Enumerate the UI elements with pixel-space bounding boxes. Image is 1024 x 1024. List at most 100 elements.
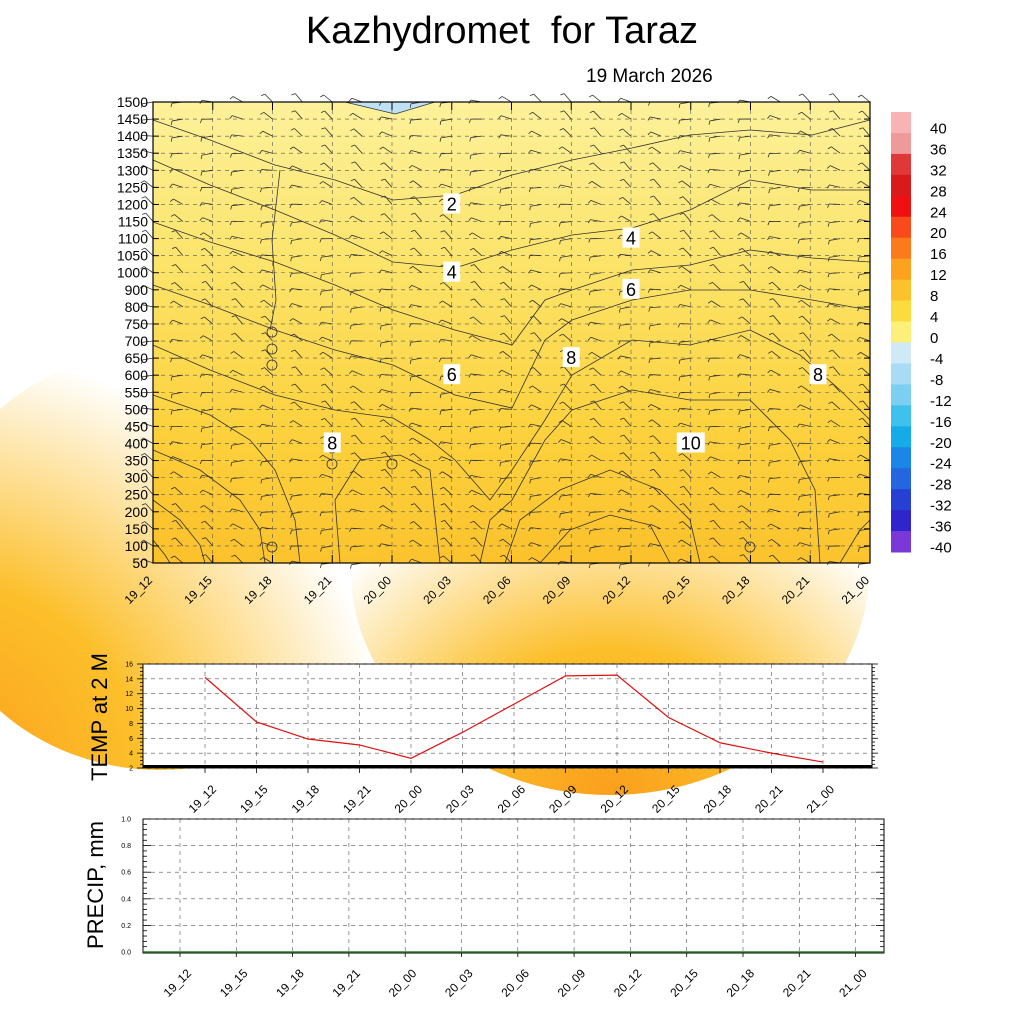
main-y-tick-label: 700 [125,333,149,349]
main-y-tick-label: 600 [125,367,149,383]
main-y-tick-label: 450 [125,418,149,434]
colorbar-swatch [891,342,911,364]
svg-text:8: 8 [566,348,576,368]
colorbar-swatch [891,384,911,406]
svg-text:6: 6 [447,365,457,385]
contour-label: 4 [443,261,461,283]
precip-x-tick-label: 20_12 [611,966,645,1000]
colorbar-label: 8 [930,288,938,305]
precip-x-tick-label: 20_03 [442,966,476,1000]
precip-x-axis: 19_12 19_15 19_18 19_21 20_00 20_03 20_06 20_09… [161,966,870,1000]
main-y-tick-label: 1250 [117,179,148,195]
precip-y-tick-label: 0.6 [121,870,131,877]
main-y-tick-label: 250 [125,487,149,503]
main-y-tick-label: 900 [125,282,149,298]
main-y-tick-label: 1350 [117,145,148,161]
colorbar-label: -36 [930,519,952,536]
main-y-tick-label: 1300 [117,162,148,178]
precip-x-tick-label: 19_15 [217,966,251,1000]
temp-x-tick-label: 19_12 [186,782,220,816]
contour-label: 8 [809,364,827,385]
colorbar-label: -4 [930,351,943,368]
svg-text:4: 4 [626,229,636,249]
colorbar-swatch [891,531,911,553]
main-y-tick-label: 100 [125,538,149,554]
colorbar-label: -28 [930,477,952,494]
precip-x-tick-label: 19_12 [161,966,195,1000]
precip-y-axis: 1.0 0.8 0.6 0.4 0.2 0.0 [121,817,131,957]
temp-y-tick-label: 8 [129,721,133,728]
temp-x-tick-label: 19_18 [289,782,323,816]
colorbar-swatch [891,468,911,490]
colorbar-swatch [891,426,911,448]
main-y-tick-label: 1450 [117,111,148,127]
colorbar-swatch [891,363,911,385]
colorbar-swatch [891,489,911,511]
precip-x-tick-label: 19_18 [273,966,307,1000]
contour-label: 10 [676,432,705,453]
precip-panel-border [142,818,885,954]
main-y-tick-label: 150 [125,521,149,537]
precip-y-tick-label: 0.4 [121,896,131,903]
temp-y-tick-label: 6 [129,736,133,743]
precip-x-tick-label: 20_00 [386,966,420,1000]
colorbar-label: 12 [930,267,947,284]
colorbar-swatch [891,216,911,239]
svg-text:4: 4 [447,263,457,283]
svg-text:2: 2 [447,194,457,214]
main-y-tick-label: 550 [125,384,149,400]
colorbar-swatch [891,405,911,427]
temp-y-tick-label: 14 [125,676,133,683]
temp-y-tick-label: 16 [125,662,133,669]
main-y-tick-label: 1400 [117,128,148,144]
main-y-tick-label: 1000 [117,265,148,281]
colorbar: 4036322824201612840-4-8-12-16-20-24-28-3… [891,112,952,557]
precip-x-tick-label: 20_15 [667,966,701,1000]
colorbar-label: 16 [930,246,947,263]
chart-subtitle: 19 March 2026 [586,66,713,87]
colorbar-label: 28 [930,183,947,200]
temp-x-tick-label: 20_06 [495,782,529,816]
svg-text:10: 10 [681,433,701,453]
contour-label: 8 [562,347,580,368]
main-y-tick-label: 50 [132,555,148,571]
temp-x-tick-label: 21_00 [804,782,838,816]
temp-y-tick-label: 12 [125,691,133,698]
colorbar-label: -8 [930,372,943,389]
precip-x-tick-label: 20_21 [780,966,814,1000]
calm-circles [266,326,756,553]
temp-y-tick-label: 2 [129,766,133,773]
main-y-tick-label: 750 [125,316,149,332]
precip-x-tick-label: 20_18 [724,966,758,1000]
colorbar-swatch [891,258,911,281]
svg-text:8: 8 [327,433,337,453]
colorbar-label: 20 [930,225,947,242]
contour-label: 6 [622,278,640,300]
colorbar-swatch [891,447,911,469]
contour-labels: 2 4 4 6 6 8 8 8 10 [323,193,827,453]
colorbar-label: -40 [930,540,952,557]
temp-panel-border [142,663,873,769]
main-y-tick-label: 300 [125,470,149,486]
temp-panel: 16 14 12 10 8 6 4 2 19_12 19_15 19_18 19_21 20_00 20… [87,653,878,816]
colorbar-label: -32 [930,498,952,515]
colorbar-label: 36 [930,141,947,158]
colorbar-label: -16 [930,414,952,431]
precip-y-tick-label: 0.0 [121,950,131,957]
temp-y-axis: 16 14 12 10 8 6 4 2 [125,662,133,773]
temp-x-tick-label: 20_18 [701,782,735,816]
main-y-tick-label: 500 [125,401,149,417]
colorbar-swatch [891,153,911,176]
svg-text:8: 8 [813,365,823,385]
temp-series-line [204,674,824,763]
precip-x-tick-label: 21_00 [836,966,870,1000]
main-y-tick-label: 1200 [117,196,148,212]
colorbar-label: 32 [930,162,947,179]
colorbar-swatch [891,195,911,218]
wind-barbs [139,93,871,569]
colorbar-label: -24 [930,456,952,473]
colorbar-label: 40 [930,120,947,137]
main-ticks [152,101,871,564]
